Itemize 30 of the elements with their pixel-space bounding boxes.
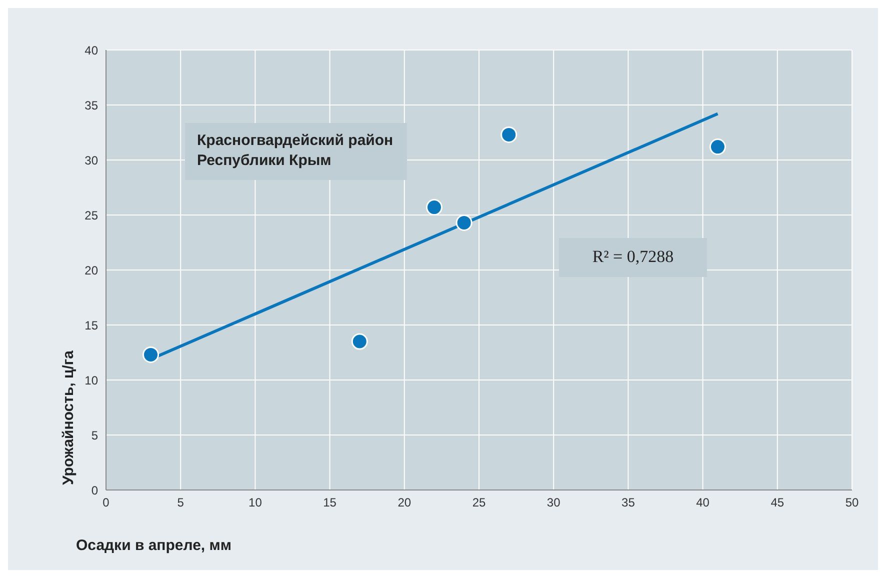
y-tick-label: 10: [84, 373, 98, 388]
point: [500, 126, 518, 143]
y-tick-label: 15: [84, 318, 98, 332]
x-tick-label: 10: [248, 496, 262, 510]
x-tick-label: 25: [472, 496, 486, 510]
y-tick-label: 25: [84, 208, 98, 222]
label-box: R² = 0,7288: [559, 238, 707, 277]
x-tick-label: 5: [177, 496, 184, 510]
point: [351, 333, 368, 350]
point: [456, 214, 472, 231]
label-box: Красногвардейский район Республики Крым: [185, 123, 407, 180]
point: [142, 346, 160, 363]
x-tick-label: 35: [622, 496, 636, 510]
x-tick-label: 30: [546, 496, 561, 510]
x-tick-label: 20: [398, 496, 412, 510]
x-axis-title: Осадки в апреле, мм: [76, 537, 232, 554]
y-axis-title: Урожайность, ц/га: [60, 350, 77, 485]
x-tick-label: 45: [770, 496, 784, 510]
point: [426, 199, 442, 216]
point: [709, 138, 726, 156]
y-tick-label: 0: [91, 483, 98, 498]
y-tick-label: 35: [84, 98, 98, 112]
x-tick-label: 0: [102, 496, 110, 510]
y-tick-label: 30: [84, 153, 98, 168]
x-tick-label: 40: [696, 496, 710, 510]
y-tick-label: 40: [84, 43, 98, 58]
x-tick-label: 15: [323, 496, 337, 510]
y-tick-label: 20: [84, 263, 98, 278]
x-tick-label: 50: [845, 496, 859, 510]
y-tick-label: 5: [91, 428, 98, 442]
